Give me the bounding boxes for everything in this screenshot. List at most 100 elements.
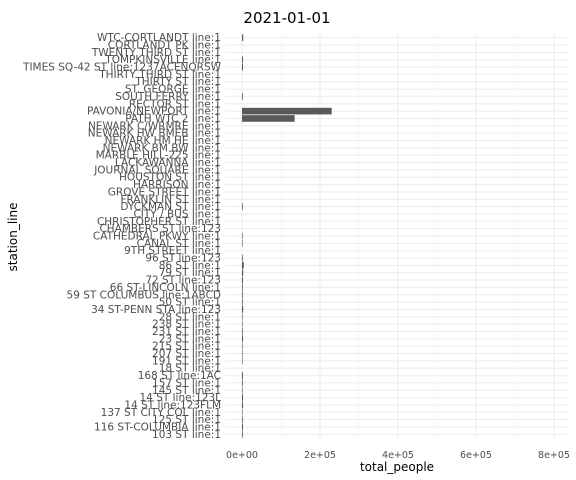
bar — [242, 107, 332, 115]
bar — [242, 401, 243, 409]
y-tick-label: 18 ST line:1 — [159, 363, 221, 375]
bar — [242, 379, 243, 387]
x-tick-label: 4e+05 — [382, 450, 414, 461]
y-tick-label: TIMES SQ-42 ST line:1237ACENQRSW — [22, 62, 222, 74]
bar — [242, 284, 243, 291]
y-tick-label: 191 ST line:1 — [152, 355, 221, 367]
y-tick-label: CORTLANDT PK line:1 — [108, 40, 221, 52]
y-tick-label: NEWARK HW BMEB line:1 — [88, 128, 221, 140]
y-tick-label: 79 ST line:1 — [159, 267, 221, 279]
y-tick-label: NEWARK C/WRMRE line:1 — [88, 120, 221, 132]
y-tick-label: THIRTY ST line:1 — [134, 76, 221, 88]
bar — [242, 357, 243, 365]
y-tick-label: 125 ST line:1 — [152, 414, 221, 426]
y-tick-label: CITY / BUS line:1 — [133, 208, 221, 220]
bar — [242, 240, 243, 247]
y-tick-label: CHAMBERS ST line:123 — [99, 223, 221, 235]
x-tick-label: 0e+00 — [226, 450, 258, 461]
y-tick-label: SOUTH FERRY line:1 — [115, 91, 221, 103]
y-tick-label: GROVE STREET line:1 — [108, 186, 221, 198]
bar — [242, 431, 243, 438]
y-tick-label: 137 ST CITY COL line:1 — [101, 407, 221, 419]
y-tick-label: LACKAWANNA line:1 — [115, 157, 221, 169]
bar — [242, 262, 244, 269]
y-tick-label: 23 ST line:1 — [159, 333, 221, 345]
y-tick-label: 103 ST line:1 — [152, 429, 221, 441]
y-tick-label: 72 ST line:123 — [145, 275, 221, 287]
y-tick-label: PAVONIA/NEWPORT line:1 — [87, 106, 221, 118]
bar — [242, 298, 243, 306]
y-tick-label: 207 ST line:1 — [152, 348, 221, 360]
plot-area — [225, 34, 568, 438]
y-tick-label: 168 ST line:1AC — [138, 370, 221, 382]
bar — [242, 232, 243, 240]
y-tick-label: 34 ST-PENN STA line:123 — [91, 304, 221, 316]
bar — [242, 423, 243, 431]
y-tick-label: 157 ST line:1 — [152, 377, 221, 389]
bar — [242, 335, 243, 343]
y-tick-label: 231 ST line:1 — [152, 326, 221, 338]
y-tick-label: WTC-CORTLANDT line:1 — [97, 32, 221, 44]
y-tick-label: CHRISTOPHER ST line:1 — [97, 216, 221, 228]
bar — [242, 93, 243, 100]
x-axis-tick-labels: 0e+00 2e+05 4e+05 6e+05 8e+05 — [226, 450, 570, 461]
bar — [242, 394, 243, 401]
bar — [242, 63, 243, 71]
bar — [242, 386, 243, 394]
bar — [242, 416, 243, 423]
y-tick-label: JOURNAL SQUARE line:1 — [93, 164, 221, 176]
y-tick-label: 86 ST line:1 — [159, 260, 221, 272]
y-tick-label: 14 ST line:123FLM — [124, 399, 221, 411]
bar — [242, 372, 243, 379]
y-tick-label: 96 ST line:123 — [145, 253, 221, 265]
bar — [242, 342, 243, 350]
y-tick-label: 238 ST line:1 — [152, 319, 221, 331]
y-tick-label: HARRISON line:1 — [133, 179, 221, 191]
y-tick-label: THIRTY THIRD ST line:1 — [98, 69, 221, 81]
bar — [242, 350, 243, 357]
y-tick-label: 59 ST COLUMBUS line:1ABCD — [67, 289, 221, 301]
y-tick-label: 145 ST line:1 — [152, 385, 221, 397]
y-tick-label: ST. GEORGE line:1 — [125, 84, 221, 96]
y-tick-label: 116 ST-COLUMBIA line:1 — [94, 421, 221, 433]
y-tick-label: RECTOR ST line:1 — [129, 98, 221, 110]
y-tick-label: NEWARK HM HE line:1 — [105, 135, 221, 147]
bar — [242, 328, 243, 335]
bar — [242, 276, 243, 284]
y-tick-label: PATH WTC 2 line:1 — [125, 113, 221, 125]
y-tick-label: HOUSTON ST line:1 — [119, 172, 221, 184]
bar — [242, 313, 243, 321]
x-tick-label: 6e+05 — [460, 450, 492, 461]
y-tick-label: CATHEDRAL PKWY line:1 — [93, 231, 221, 243]
y-tick-label: DYCKMAN ST line:1 — [120, 201, 221, 213]
bar — [242, 56, 243, 64]
y-tick-label: 50 ST line:1 — [159, 297, 221, 309]
bar — [242, 203, 243, 210]
y-tick-label: 14 ST line:123L — [140, 392, 222, 404]
bar — [242, 34, 244, 41]
y-tick-label: 28 ST line:1 — [159, 311, 221, 323]
bar — [242, 306, 244, 313]
bar — [242, 408, 243, 416]
chart-title: 2021-01-01 — [243, 9, 330, 27]
bar — [242, 291, 243, 299]
y-tick-label: NEWARK BM BW line:1 — [103, 142, 221, 154]
y-tick-label: TOMPKINSVILLE line:1 — [104, 54, 221, 66]
bar — [242, 115, 295, 122]
y-axis-title: station_line — [6, 203, 20, 272]
y-tick-label: TWENTY THIRD ST line:1 — [91, 47, 221, 59]
y-tick-label: CANAL ST line:1 — [137, 238, 221, 250]
x-tick-label: 2e+05 — [304, 450, 336, 461]
bar — [242, 254, 243, 262]
y-tick-label: 9TH STREET line:1 — [124, 245, 221, 257]
y-tick-label: FRANKLIN ST line:1 — [120, 194, 221, 206]
x-axis-title: total_people — [360, 460, 434, 474]
bar — [242, 269, 244, 277]
y-tick-label: 66 ST-LINCOLN line:1 — [110, 282, 221, 294]
bar — [242, 320, 243, 328]
y-tick-label: 215 ST line:1 — [152, 341, 221, 353]
x-tick-label: 8e+05 — [538, 450, 570, 461]
y-tick-label: MARBLE HILL-225 line:1 — [96, 150, 221, 162]
